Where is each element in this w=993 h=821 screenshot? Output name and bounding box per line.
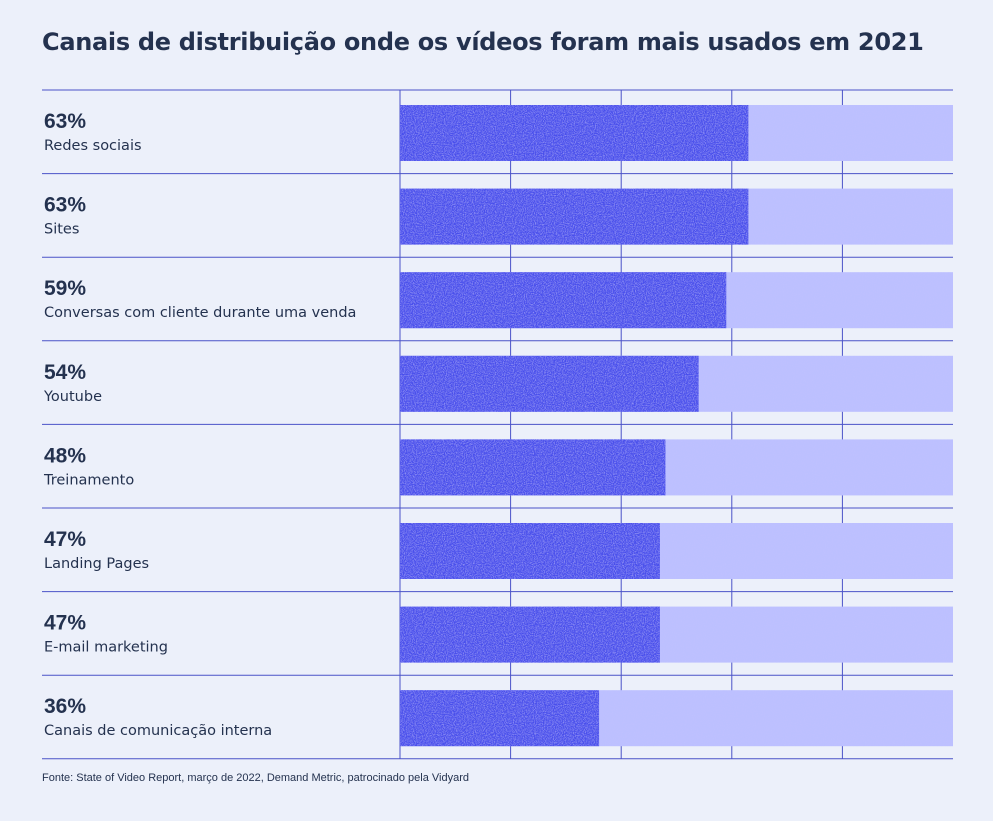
- bar: [400, 606, 660, 663]
- bar: [400, 355, 699, 412]
- chart-title: Canais de distribuição onde os vídeos fo…: [42, 28, 924, 56]
- category-label: Youtube: [43, 389, 102, 405]
- bar: [400, 105, 749, 161]
- category-label: Sites: [44, 222, 79, 238]
- value-label: 48%: [44, 444, 86, 467]
- category-label: Treinamento: [43, 472, 134, 488]
- value-label: 47%: [44, 612, 86, 635]
- category-label: Conversas com cliente durante uma venda: [44, 305, 356, 321]
- value-label: 63%: [44, 194, 86, 217]
- value-label: 47%: [44, 528, 86, 551]
- value-label: 54%: [44, 361, 86, 384]
- bar: [400, 439, 666, 496]
- category-label: Landing Pages: [44, 556, 149, 572]
- bar: [400, 690, 600, 747]
- bar: [400, 272, 727, 329]
- bar: [400, 188, 749, 245]
- value-label: 36%: [44, 695, 86, 718]
- value-label: 63%: [44, 110, 86, 133]
- category-label: Redes sociais: [44, 138, 142, 154]
- bar: [400, 523, 660, 579]
- value-label: 59%: [44, 277, 86, 300]
- category-label: Canais de comunicação interna: [44, 723, 272, 739]
- source-note: Fonte: State of Video Report, março de 2…: [42, 772, 470, 784]
- category-label: E-mail marketing: [44, 640, 168, 656]
